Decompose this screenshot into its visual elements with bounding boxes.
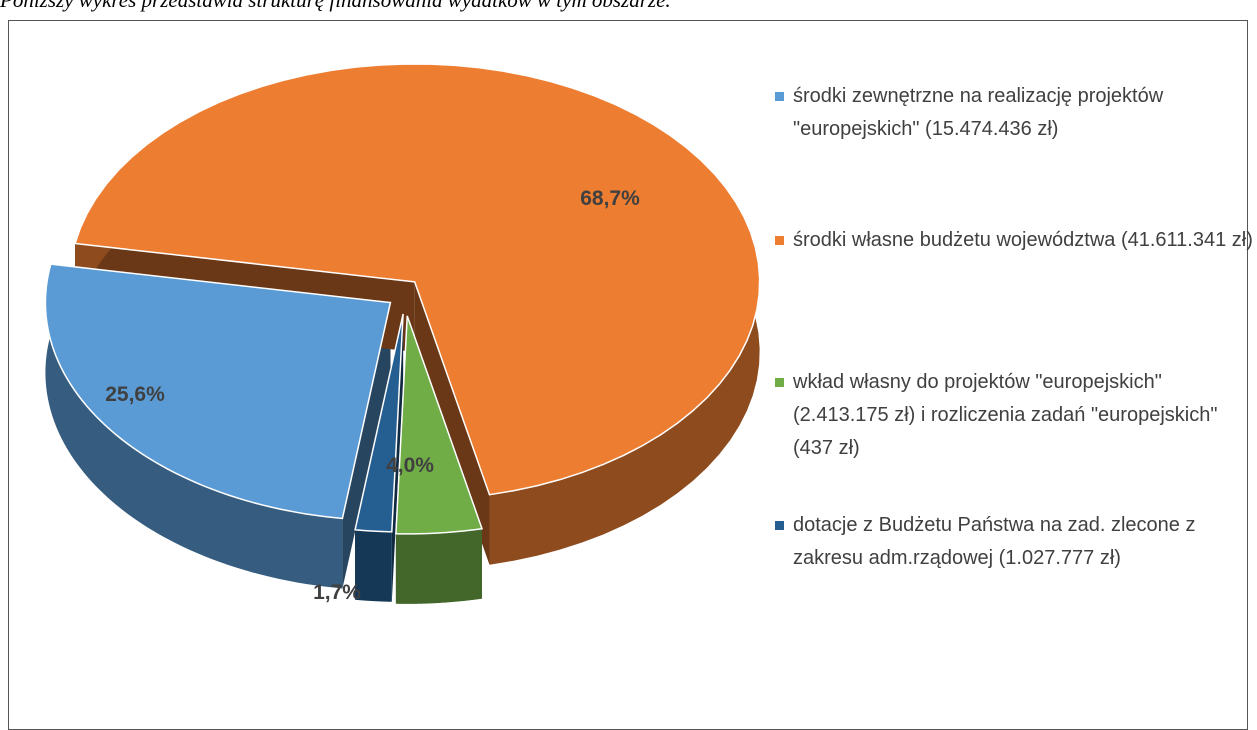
legend-swatch [775, 92, 784, 101]
document-text: Poniższy wykres przedstawia strukturę fi… [0, 0, 671, 12]
slice-side [395, 528, 483, 604]
data-label: 1,7% [313, 581, 361, 604]
data-label: 4,0% [386, 454, 434, 477]
legend-label: dotacje z Budżetu Państwa na zad. zlecon… [793, 514, 1196, 569]
slice [354, 313, 404, 533]
data-label: 25,6% [105, 383, 165, 406]
legend-swatch [775, 521, 784, 530]
legend-label: wkład własny do projektów "europejskich"… [793, 371, 1218, 459]
legend-entry: środki zewnętrzne na realizację projektó… [775, 80, 1253, 146]
slice-side [355, 529, 392, 602]
slice [395, 315, 484, 535]
legend-entry: dotacje z Budżetu Państwa na zad. zlecon… [775, 509, 1253, 575]
slice-side [45, 264, 343, 589]
legend-entry: wkład własny do projektów "europejskich"… [775, 366, 1253, 465]
data-label: 68,7% [580, 187, 640, 210]
legend-label: środki zewnętrzne na realizację projektó… [793, 85, 1164, 140]
legend-swatch [775, 378, 784, 387]
slice-side [414, 281, 490, 565]
legend-swatch [775, 236, 784, 245]
legend-label: środki własne budżetu województwa (41.61… [793, 229, 1253, 251]
slice-side [342, 302, 391, 589]
slice [44, 263, 392, 520]
legend-entry: środki własne budżetu województwa (41.61… [775, 224, 1253, 257]
slice [74, 63, 761, 496]
